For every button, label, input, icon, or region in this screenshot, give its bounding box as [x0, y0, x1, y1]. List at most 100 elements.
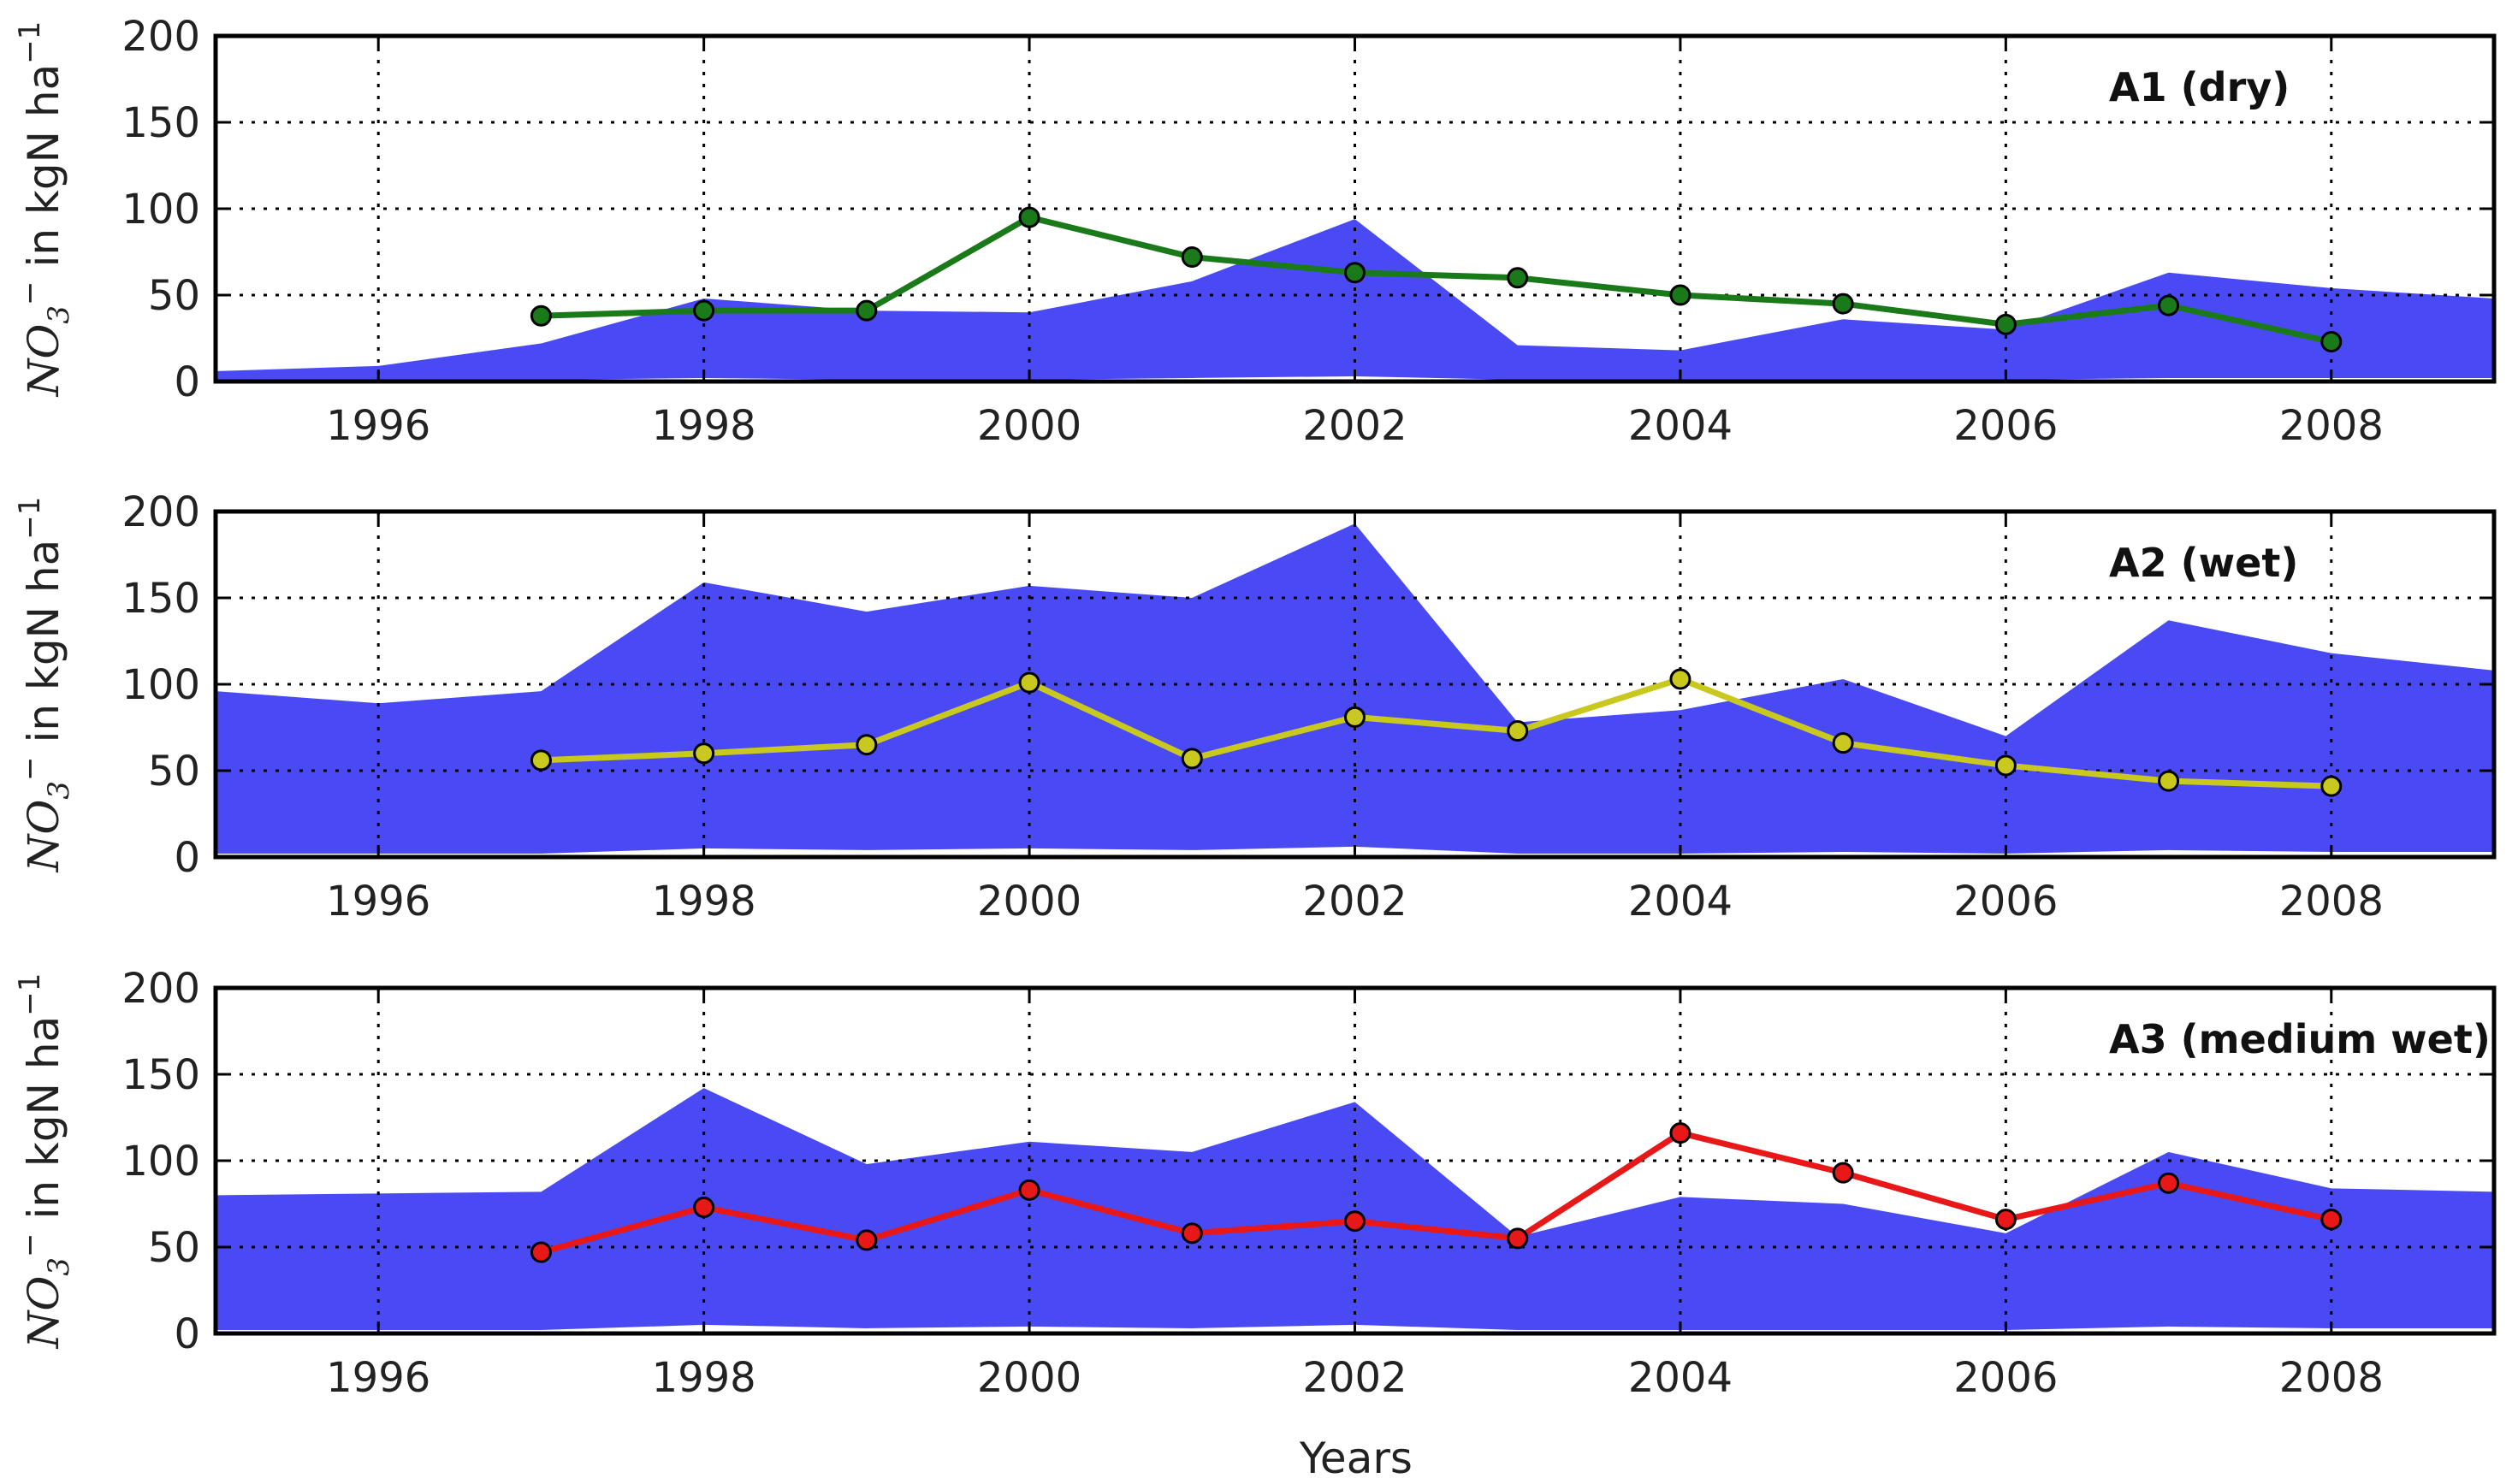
y-axis-label-part: −1 [13, 973, 47, 1016]
data-point-A3 [2158, 1172, 2180, 1194]
panel-3: 1996 1998 2000 2002 2004 2006 2008 0 50 100 150 200… [13, 965, 2497, 1402]
data-point-A3 [1344, 1210, 1366, 1233]
y-tick-label: 0 [174, 1310, 200, 1358]
data-point-A1 [2158, 294, 2180, 316]
data-point-A2 [2320, 775, 2343, 797]
series-line-A2 [541, 676, 2331, 789]
data-point-A1 [1669, 284, 1692, 306]
data-point-A1 [856, 299, 878, 322]
data-point-A2 [1994, 754, 2017, 777]
x-tick-label: 2006 [1953, 878, 2058, 925]
x-axis-label: Years [1299, 1434, 1413, 1483]
y-axis-label-part: NO [19, 324, 68, 398]
x-tick-label: 2008 [2279, 878, 2384, 925]
data-point-A1 [1832, 293, 1854, 315]
data-point-A2 [1018, 671, 1040, 694]
data-point-A2 [1344, 706, 1366, 728]
y-tick-label: 100 [121, 186, 200, 234]
data-point-A3 [1181, 1222, 1203, 1245]
x-tick-label: 2006 [1953, 1354, 2058, 1402]
y-tick-label: 100 [121, 661, 200, 709]
y-axis-label-part: −1 [13, 21, 47, 64]
y-tick-label: 200 [121, 965, 200, 1013]
data-point-A2 [530, 749, 552, 772]
y-tick-label: 200 [121, 13, 200, 61]
x-tick-label: 1996 [326, 402, 430, 450]
y-axis-label-part: NO [19, 1276, 68, 1350]
x-tick-label: 1996 [326, 1354, 430, 1402]
data-point-A1 [1181, 246, 1203, 269]
data-point-A2 [1669, 668, 1692, 690]
data-point-A2 [856, 734, 878, 756]
y-axis-label-part: NO [19, 800, 68, 873]
data-point-A3 [530, 1241, 552, 1263]
x-tick-label: 1996 [326, 878, 430, 925]
data-point-A3 [1669, 1122, 1692, 1144]
data-point-A1 [1018, 206, 1040, 228]
y-tick-label: 150 [121, 1051, 200, 1099]
x-tick-label: 2000 [977, 402, 1081, 450]
x-tick-label: 1998 [652, 1354, 756, 1402]
y-axis-label-part: in kgN ha [19, 540, 68, 757]
x-tick-label: 1998 [652, 402, 756, 450]
panel-title: A2 (wet) [2109, 540, 2298, 586]
x-tick-label: 2006 [1953, 402, 2058, 450]
x-tick-label: 1998 [652, 878, 756, 925]
y-tick-label: 100 [121, 1138, 200, 1185]
x-tick-label: 2008 [2279, 1354, 2384, 1402]
data-point-A2 [1832, 732, 1854, 754]
y-tick-label: 150 [121, 99, 200, 147]
series-line-A1 [541, 214, 2332, 345]
data-point-A2 [2158, 770, 2180, 792]
panels-container: 1996 1998 2000 2002 2004 2006 2008050100150200… [13, 13, 2497, 1402]
data-point-A3 [1994, 1209, 2017, 1231]
data-point-A3 [856, 1229, 878, 1251]
y-tick-label: 150 [121, 575, 200, 623]
y-axis-label-part: 3 [42, 1257, 76, 1276]
y-axis-label-part: − [13, 756, 47, 781]
y-tick-label: 50 [148, 748, 200, 795]
x-tick-label: 2004 [1628, 1354, 1733, 1402]
x-tick-label: 2002 [1302, 402, 1407, 450]
panel-title: A3 (medium wet) [2109, 1016, 2491, 1062]
y-tick-label: 200 [121, 488, 200, 536]
x-tick-label: 2000 [977, 1354, 1081, 1402]
data-point-A1 [693, 299, 715, 322]
y-axis-label-part: 3 [42, 305, 76, 324]
data-point-A3 [1507, 1227, 1529, 1250]
data-point-A3 [2320, 1209, 2343, 1231]
data-point-A3 [693, 1197, 715, 1219]
data-point-A1 [530, 304, 552, 327]
x-tick-label: 2002 [1302, 878, 1407, 925]
y-axis-label-part: in kgN ha [19, 64, 68, 281]
x-tick-label: 2008 [2279, 402, 2384, 450]
data-point-A2 [693, 742, 715, 765]
series-line-A3 [540, 1130, 2332, 1256]
band-area [216, 1088, 2494, 1330]
y-tick-label: 50 [148, 272, 200, 320]
data-point-A1 [1507, 267, 1529, 289]
y-axis-label-part: 3 [42, 781, 76, 800]
panel-2: 1996 1998 2000 2002 2004 2006 2008 0 50 100 150 200… [13, 488, 2497, 925]
x-tick-label: 2002 [1302, 1354, 1407, 1402]
y-axis-label: NO3− in kgN ha−1 [13, 497, 76, 873]
panel-1: 1996 1998 2000 2002 2004 2006 2008 0 50 100 150 200… [13, 13, 2497, 450]
x-tick-label: 2004 [1628, 878, 1733, 925]
y-axis-label-part: −1 [13, 497, 47, 540]
data-point-A1 [2320, 331, 2343, 353]
panel-title: A1 (dry) [2109, 64, 2290, 110]
y-axis-label: NO3− in kgN ha−1 [13, 21, 76, 398]
y-axis-label-part: − [13, 1233, 47, 1257]
data-point-A1 [1344, 262, 1366, 284]
x-tick-label: 2004 [1628, 402, 1733, 450]
band-area [216, 523, 2494, 854]
data-point-A3 [1018, 1179, 1040, 1201]
y-axis-label-part: in kgN ha [19, 1016, 68, 1233]
data-point-A2 [1181, 748, 1203, 770]
y-tick-label: 50 [148, 1224, 200, 1272]
data-point-A2 [1507, 720, 1529, 742]
y-axis-label: NO3− in kgN ha−1 [13, 973, 76, 1350]
data-point-A1 [1994, 313, 2017, 335]
y-tick-label: 0 [174, 358, 200, 406]
